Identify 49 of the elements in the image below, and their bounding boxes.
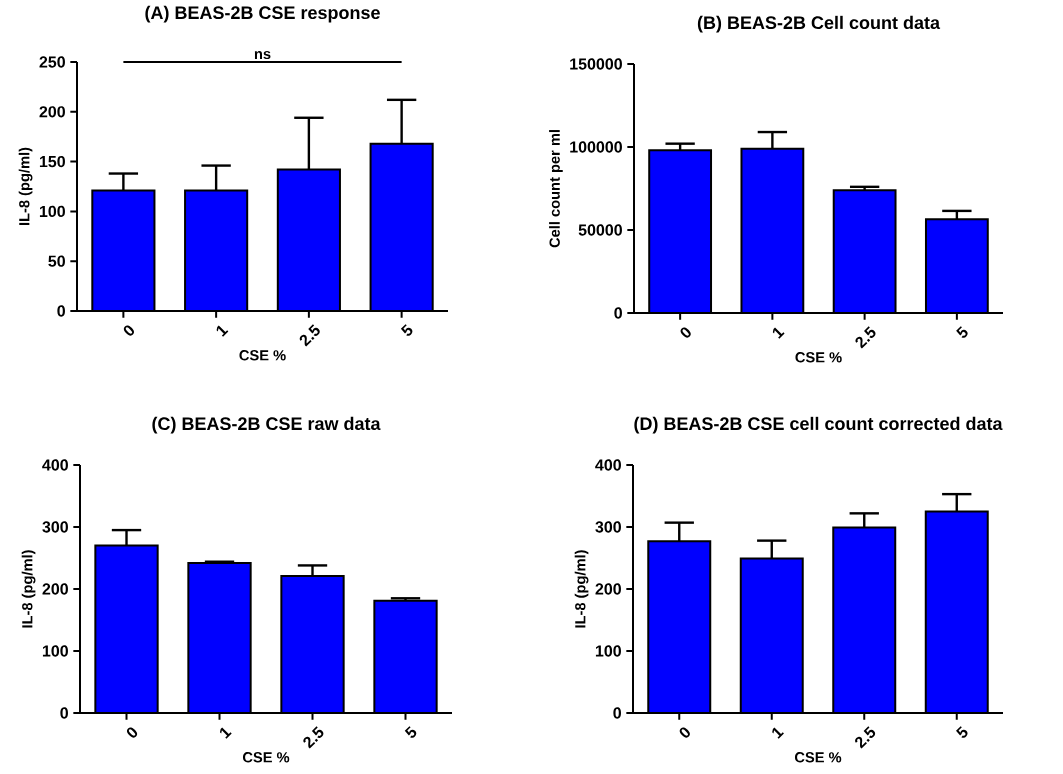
x-tick-label: 1: [216, 325, 229, 337]
y-tick-label: 300: [42, 521, 68, 533]
y-tick-label: 50000: [578, 224, 622, 236]
y-tick-label: 0: [57, 305, 65, 317]
x-tick-label: 0: [126, 727, 138, 738]
x-tick-label: 5: [956, 726, 968, 738]
y-axis-title: IL-8 (pg/ml): [18, 147, 33, 226]
y-tick-label: 100: [595, 645, 621, 657]
y-axis-title: Cell count per ml: [549, 130, 563, 248]
y-tick-label: 200: [595, 583, 621, 595]
chart-title: (A) BEAS-2B CSE response: [145, 5, 380, 23]
y-tick-label: 200: [39, 106, 65, 118]
y-tick-label: 150000: [570, 58, 622, 70]
y-tick-label: 50: [48, 255, 65, 267]
y-tick-label: 100: [39, 205, 65, 218]
x-tick-label: 5: [404, 726, 417, 738]
x-tick-label: 2.5: [303, 726, 324, 749]
x-tick-label: 2.5: [299, 324, 320, 347]
y-tick-label: 150: [39, 155, 65, 168]
x-tick-label: 2.5: [855, 326, 876, 349]
text: ns: [254, 51, 271, 60]
x-tick-label: 5: [956, 326, 968, 338]
y-tick-label: 400: [42, 459, 68, 471]
x-tick-label: 0: [680, 327, 691, 338]
y-tick-label: 0: [60, 707, 68, 719]
y-tick-label: 400: [595, 459, 621, 471]
x-axis-title: CSE %: [794, 752, 842, 763]
y-tick-label: 100: [42, 645, 68, 657]
chart-title: (B) BEAS-2B Cell count data: [697, 15, 941, 33]
y-tick-label: 250: [39, 56, 65, 68]
x-axis-title: CSE %: [242, 752, 290, 763]
x-tick-label: 1: [772, 727, 784, 739]
y-tick-label: 100000: [570, 141, 622, 153]
y-tick-label: 300: [595, 521, 621, 533]
y-tick-label: 200: [42, 583, 68, 595]
x-tick-label: 5: [400, 324, 413, 336]
x-axis-title: CSE %: [795, 352, 842, 363]
x-tick-label: 1: [219, 727, 232, 739]
chart-title: (D) BEAS-2B CSE cell count corrected data: [634, 416, 1003, 434]
x-tick-label: 2.5: [855, 726, 876, 749]
y-axis-title: IL-8 (pg/ml): [574, 550, 589, 628]
chart-title: (C) BEAS-2B CSE raw data: [152, 416, 381, 434]
x-tick-label: 0: [679, 727, 690, 738]
x-tick-label: 1: [772, 327, 785, 339]
y-axis-title: IL-8 (pg/ml): [21, 550, 36, 628]
y-tick-label: 0: [614, 307, 622, 319]
y-tick-label: 0: [613, 707, 621, 719]
x-axis-title: CSE %: [239, 350, 286, 361]
x-tick-label: 0: [123, 325, 135, 336]
